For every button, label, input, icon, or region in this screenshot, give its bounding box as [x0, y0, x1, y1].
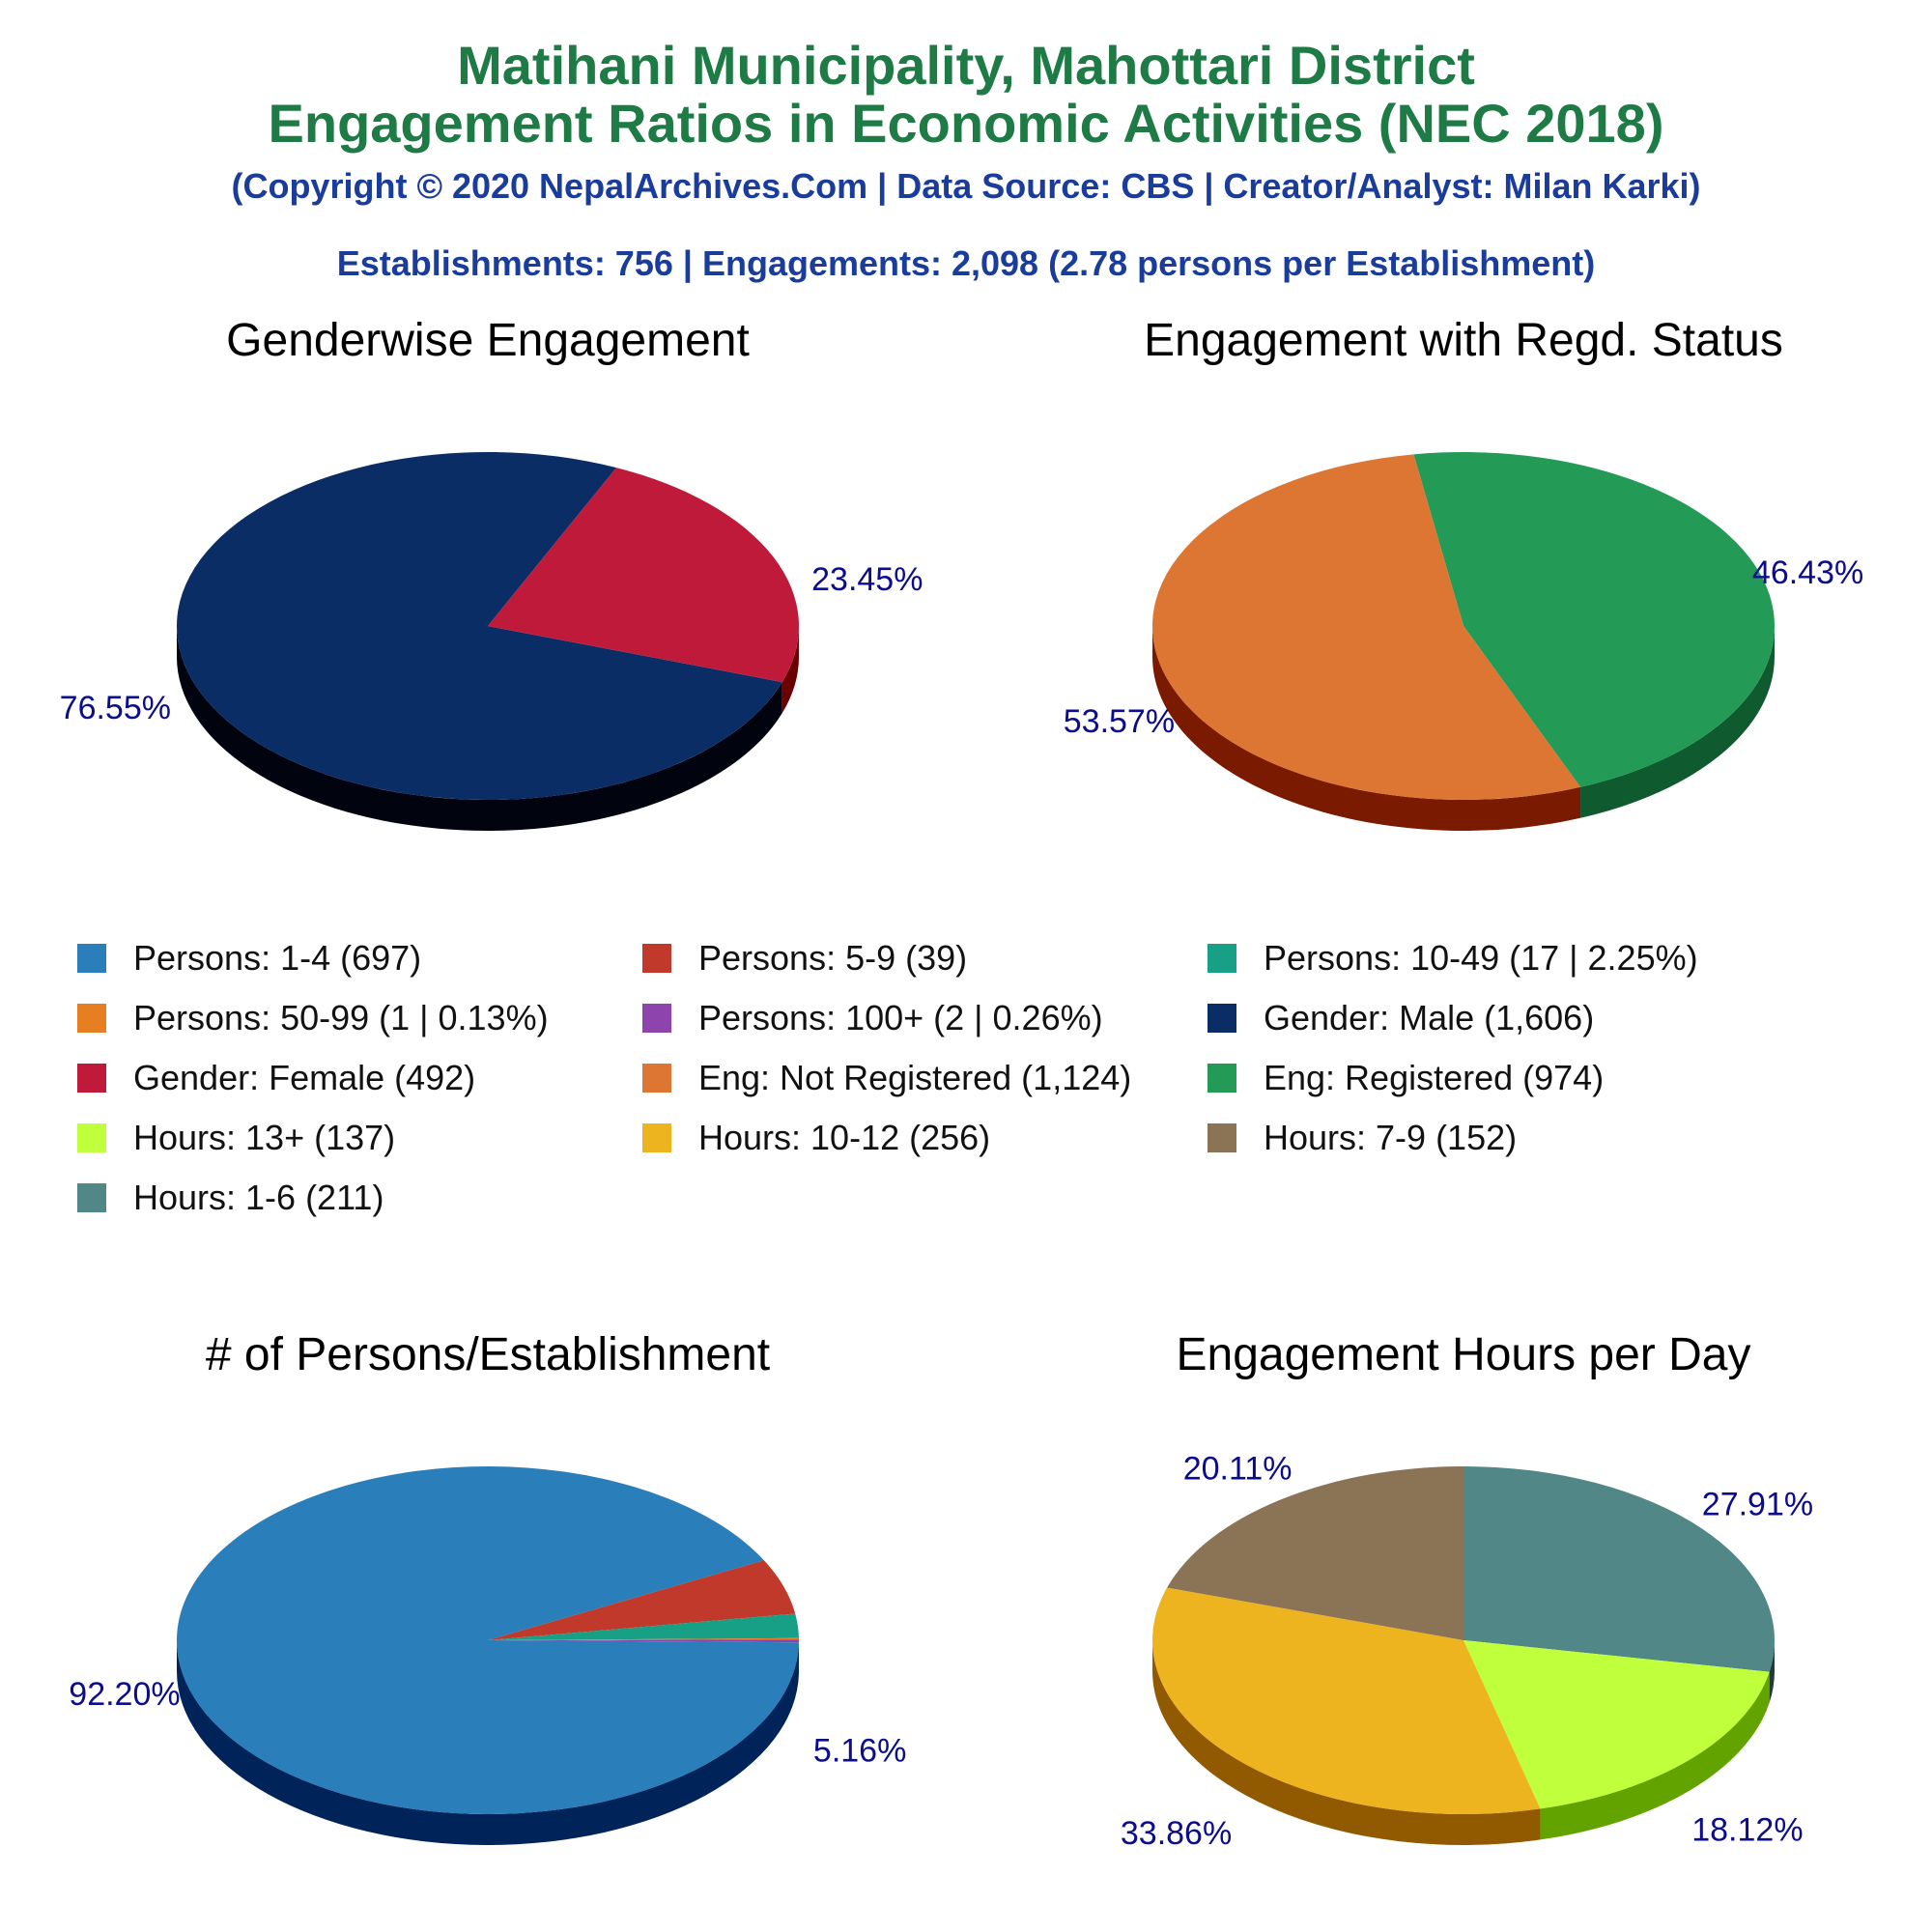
percent-label: 5.16% — [813, 1732, 906, 1769]
legend-item: Persons: 100+ (2 | 0.26%) — [642, 997, 1103, 1039]
chart-title: Engagement with Regd. Status — [1144, 315, 1783, 366]
legend-item: Persons: 50-99 (1 | 0.13%) — [77, 997, 549, 1039]
copyright-line: (Copyright © 2020 NepalArchives.Com | Da… — [231, 166, 1701, 206]
legend-swatch — [77, 1123, 106, 1152]
legend-item: Eng: Registered (974) — [1208, 1057, 1604, 1099]
pie-slice-persons-5-9 — [488, 1560, 796, 1640]
pie-chart-2: 46.43% 53.57% Engagement with Regd. Status — [1064, 315, 1863, 831]
percent-label: 27.91% — [1702, 1486, 1813, 1522]
legend-label: Eng: Not Registered (1,124) — [698, 1058, 1132, 1097]
legend-item: Hours: 13+ (137) — [77, 1117, 395, 1159]
pie-slice-persons-10-49 — [488, 1613, 799, 1640]
legend-label: Persons: 5-9 (39) — [698, 938, 968, 978]
legend-item: Hours: 1-6 (211) — [77, 1177, 384, 1219]
pie-side-hours-13- — [1540, 1671, 1770, 1840]
legend-item: Gender: Male (1,606) — [1208, 997, 1594, 1039]
pie-chart-1: 76.55% 23.45% Genderwise Engagement — [60, 315, 923, 832]
pie-slice-persons-1-4 — [176, 1466, 799, 1815]
chart-title: Genderwise Engagement — [226, 315, 750, 366]
pie-depth — [1152, 1640, 1775, 1845]
legend-item: Persons: 10-49 (17 | 2.25%) — [1208, 937, 1698, 980]
pie-slice-persons-100- — [488, 1639, 799, 1643]
page-subtitle: Engagement Ratios in Economic Activities… — [268, 93, 1664, 154]
legend-label: Gender: Male (1,606) — [1264, 998, 1595, 1037]
legend-label: Persons: 1-4 (697) — [133, 938, 422, 978]
legend-item: Gender: Female (492) — [77, 1057, 475, 1099]
percent-label: 20.11% — [1183, 1450, 1293, 1487]
legend-label: Hours: 10-12 (256) — [698, 1118, 991, 1157]
legend-swatch — [77, 1004, 106, 1033]
pie-depth — [1152, 626, 1775, 831]
legend-swatch — [1208, 944, 1236, 973]
legend-swatch — [642, 1064, 671, 1093]
pie-chart-4: 27.91% 18.12% 33.86% 20.11% Engagement Hours… — [1121, 1329, 1813, 1852]
pie-side-persons-1-4 — [177, 1640, 799, 1845]
pie-side-eng-not-registered — [1152, 626, 1581, 831]
legend-swatch — [642, 944, 671, 973]
legend-swatch — [1208, 1064, 1236, 1093]
legend-item: Persons: 1-4 (697) — [77, 937, 421, 980]
percent-label: 18.12% — [1691, 1812, 1803, 1849]
percent-label: 53.57% — [1064, 703, 1175, 740]
chart-title: # of Persons/Establishment — [206, 1329, 770, 1380]
legend-label: Gender: Female (492) — [133, 1058, 476, 1097]
percent-label: 92.20% — [69, 1676, 180, 1713]
pie-slice-hours-1-6 — [1463, 1466, 1776, 1672]
legend-swatch — [642, 1123, 671, 1152]
pie-slice-persons-50-99 — [488, 1637, 799, 1640]
percent-label: 76.55% — [60, 690, 171, 726]
pie-slice-gender-male — [176, 452, 782, 800]
legend-swatch — [77, 1183, 106, 1212]
pie-slice-gender-female — [488, 468, 799, 683]
legend-swatch — [1208, 1123, 1236, 1152]
percent-label: 33.86% — [1121, 1815, 1232, 1852]
legend-label: Persons: 100+ (2 | 0.26%) — [698, 998, 1103, 1037]
legend-item: Hours: 10-12 (256) — [642, 1117, 990, 1159]
summary-line: Establishments: 756 | Engagements: 2,098… — [336, 243, 1596, 283]
percent-label: 23.45% — [811, 561, 923, 598]
pie-chart-3: 92.20% 5.16% # of Persons/Establishment — [69, 1329, 906, 1845]
pie-slice-hours-7-9 — [1167, 1466, 1463, 1640]
legend-label: Hours: 7-9 (152) — [1264, 1118, 1518, 1157]
pie-depth — [177, 626, 800, 832]
chart-title: Engagement Hours per Day — [1177, 1329, 1751, 1380]
legend-swatch — [77, 944, 106, 973]
legend-swatch — [642, 1004, 671, 1033]
pie-depth — [177, 1640, 800, 1845]
legend-label: Persons: 50-99 (1 | 0.13%) — [133, 998, 549, 1037]
legend-swatch — [1208, 1004, 1236, 1033]
pie-slice-hours-10-12 — [1152, 1587, 1541, 1815]
pie-side-gender-male — [177, 626, 782, 832]
percent-label: 46.43% — [1752, 554, 1863, 591]
legend-item: Hours: 7-9 (152) — [1208, 1117, 1517, 1159]
legend-swatch — [77, 1064, 106, 1093]
pie-slice-hours-13- — [1463, 1640, 1770, 1809]
pie-side-gender-female — [781, 626, 800, 714]
pie-side-eng-registered — [1580, 626, 1775, 818]
legend-label: Persons: 10-49 (17 | 2.25%) — [1264, 938, 1698, 978]
pie-slice-eng-not-registered — [1151, 454, 1581, 800]
pie-slice-eng-registered — [1413, 452, 1775, 787]
legend-label: Hours: 13+ (137) — [133, 1118, 396, 1157]
legend-label: Eng: Registered (974) — [1264, 1058, 1605, 1097]
page-title: Matihani Municipality, Mahottari Distric… — [457, 35, 1475, 96]
pie-side-hours-10-12 — [1152, 1640, 1541, 1845]
pie-side-hours-1-6 — [1769, 1640, 1775, 1703]
legend-item: Eng: Not Registered (1,124) — [642, 1057, 1131, 1099]
legend-label: Hours: 1-6 (211) — [133, 1178, 384, 1217]
legend-item: Persons: 5-9 (39) — [642, 937, 967, 980]
